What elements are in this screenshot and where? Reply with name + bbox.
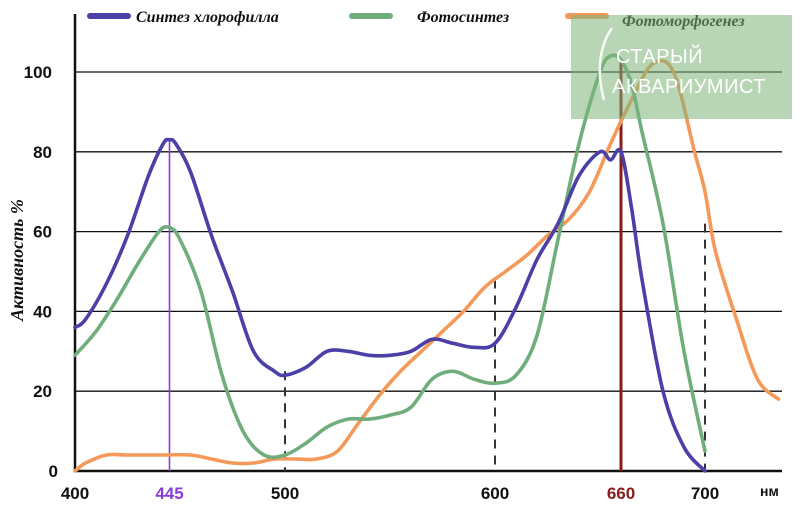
watermark-logo: СТАРЫЙ АКВАРИУМИСТ xyxy=(571,15,792,119)
y-tick-label: 60 xyxy=(33,223,52,242)
x-tick-label: 400 xyxy=(61,484,89,503)
x-tick-label: 600 xyxy=(481,484,509,503)
x-tick-label: 445 xyxy=(155,484,183,503)
y-tick-label: 100 xyxy=(24,63,52,82)
x-tick-label: 500 xyxy=(271,484,299,503)
y-tick-label: 0 xyxy=(49,462,58,481)
y-tick-label: 20 xyxy=(33,382,52,401)
y-tick-label: 80 xyxy=(33,143,52,162)
series-line xyxy=(73,137,707,473)
watermark-line2: АКВАРИУМИСТ xyxy=(612,76,766,98)
watermark-swoosh xyxy=(598,27,614,101)
watermark-line1: СТАРЫЙ xyxy=(616,44,703,68)
y-axis-label: Активность % xyxy=(7,199,27,322)
legend-label: Фотосинтез xyxy=(417,9,509,26)
axes xyxy=(73,14,782,473)
legend-label: Синтез хлорофилла xyxy=(136,9,279,26)
series-line xyxy=(73,58,781,473)
marker-lines xyxy=(168,60,706,471)
x-axis-unit: нм xyxy=(760,483,779,499)
x-tick-label: 700 xyxy=(691,484,719,503)
y-tick-label: 40 xyxy=(33,302,52,321)
x-tick-label: 660 xyxy=(607,484,635,503)
tick-labels: 0 20 40 60 80 100 400 445 500 600 660 700 xyxy=(24,63,720,503)
